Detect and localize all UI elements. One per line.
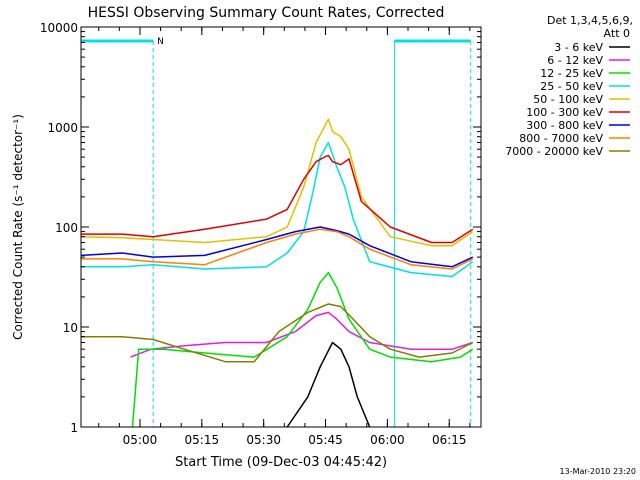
legend-header-line1: Det 1,3,4,5,6,9,	[547, 14, 633, 27]
series-layer	[80, 118, 474, 428]
x-axis-ticks: 05:00 05:15 05:30 05:45 06:00 06:15	[98, 27, 471, 447]
x-tick-label-2: 05:30	[246, 433, 281, 447]
series-line-1	[130, 311, 474, 358]
series-line-4	[80, 118, 474, 247]
legend-label-0: 3 - 6 keV	[554, 41, 603, 54]
series-line-0	[286, 341, 371, 428]
x-tick-label-1: 05:15	[185, 433, 220, 447]
series-line-8	[81, 303, 474, 363]
legend-label-7: 800 - 7000 keV	[519, 132, 603, 145]
y-tick-label-1: 10	[63, 321, 78, 335]
x-tick-label-4: 06:00	[370, 433, 405, 447]
chart-title: HESSI Observing Summary Count Rates, Cor…	[88, 5, 445, 21]
series-line-3	[81, 141, 474, 278]
x-axis-label: Start Time (09-Dec-03 04:45:42)	[175, 455, 387, 470]
legend-label-3: 25 - 50 keV	[540, 80, 603, 93]
night-flag-label: N	[157, 37, 164, 47]
x-tick-label-3: 05:45	[308, 433, 343, 447]
series-line-6	[80, 226, 474, 268]
legend-label-4: 50 - 100 keV	[533, 93, 603, 106]
series-line-7	[81, 228, 474, 270]
x-tick-label-5: 06:15	[432, 433, 467, 447]
legend-header-line2: Att 0	[604, 27, 630, 40]
y-axis-ticks: 1 10 100 1000 10000	[40, 21, 481, 435]
legend-label-2: 12 - 25 keV	[540, 67, 603, 80]
y-tick-label-4: 10000	[40, 21, 78, 35]
y-tick-label-0: 1	[70, 421, 78, 435]
legend-label-6: 300 - 800 keV	[526, 119, 603, 132]
y-tick-label-3: 1000	[47, 121, 78, 135]
series-line-2	[131, 271, 474, 428]
y-axis-label: Corrected Count Rate (s⁻¹ detector⁻¹)	[11, 114, 25, 340]
legend-label-1: 6 - 12 keV	[547, 54, 603, 67]
x-tick-label-0: 05:00	[123, 433, 158, 447]
legend-label-8: 7000 - 20000 keV	[505, 145, 603, 158]
y-tick-label-2: 100	[55, 221, 78, 235]
footer-date: 13-Mar-2010 23:20	[560, 467, 637, 476]
series-line-5	[81, 154, 474, 244]
legend-label-5: 100 - 300 keV	[526, 106, 603, 119]
